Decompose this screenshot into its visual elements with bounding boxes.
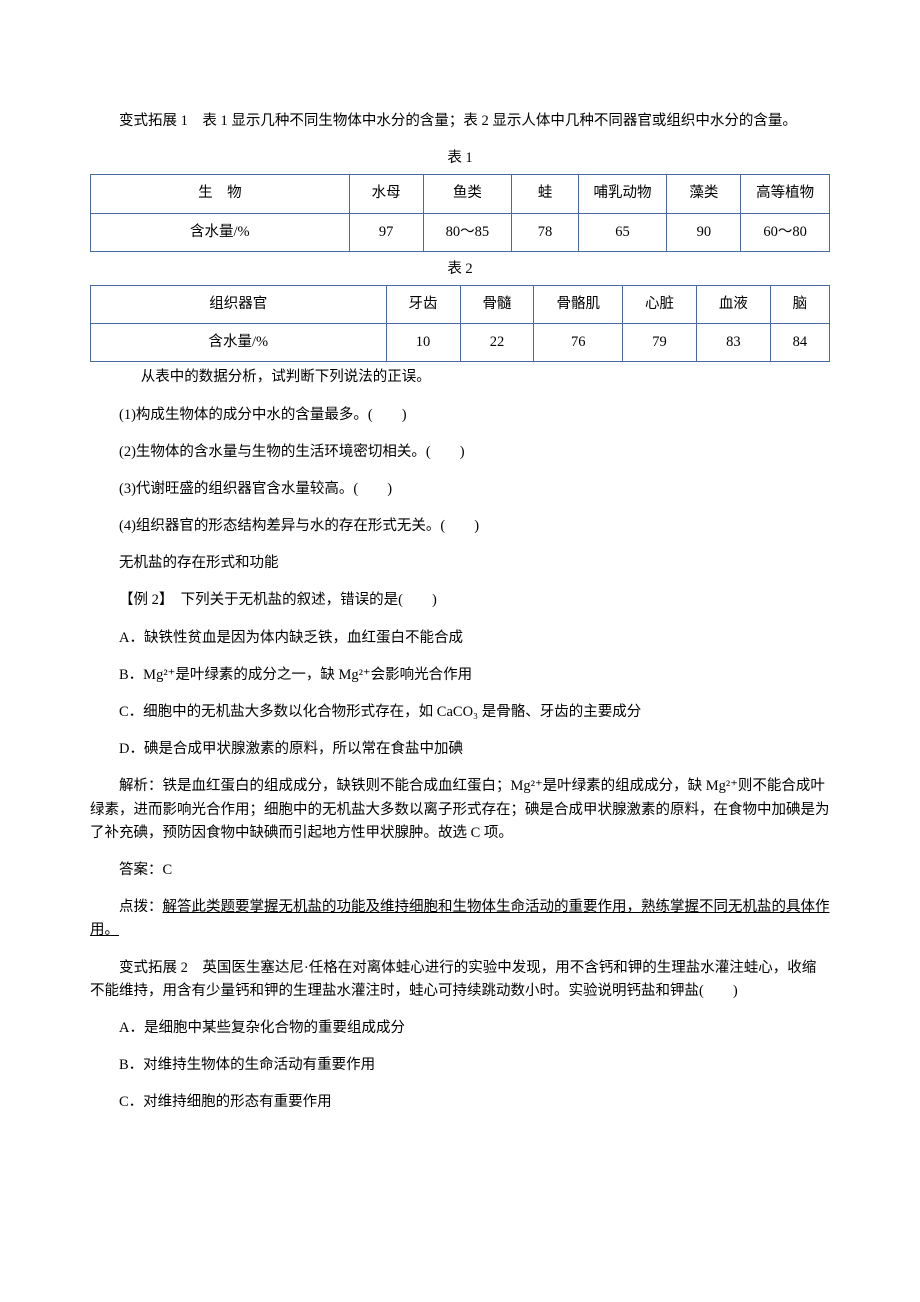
ex2-tip-prefix: 点拨： [119, 899, 163, 915]
ex2-option-c: C．细胞中的无机盐大多数以化合物形式存在，如 CaCO₃ 是骨骼、牙齿的主要成分 [90, 701, 830, 724]
analysis-lead: 从表中的数据分析，试判断下列说法的正误。 [90, 366, 830, 389]
table2-val-5: 84 [770, 324, 829, 362]
table2-val-0: 10 [386, 324, 460, 362]
ex2-option-a: A．缺铁性贫血是因为体内缺乏铁，血红蛋白不能合成 [90, 627, 830, 650]
section2-title: 无机盐的存在形式和功能 [90, 552, 830, 575]
var2-stem: 变式拓展 2 英国医生塞达尼·任格在对离体蛙心进行的实验中发现，用不含钙和钾的生… [90, 957, 830, 1003]
table2-caption: 表 2 [90, 258, 830, 281]
table1-header-2: 鱼类 [423, 175, 512, 213]
ex2-tip: 点拨：解答此类题要掌握无机盐的功能及维持细胞和生物体生命活动的重要作用，熟练掌握… [90, 896, 830, 942]
table1-val-5: 60～80 [741, 213, 830, 251]
var2-option-c: C．对维持细胞的形态有重要作用 [90, 1091, 830, 1114]
table2-header-6: 脑 [770, 285, 829, 323]
table2-rowlabel: 含水量/% [91, 324, 387, 362]
table-row: 含水量/% 97 80～85 78 65 90 60～80 [91, 213, 830, 251]
table1-header-6: 高等植物 [741, 175, 830, 213]
ex2-answer: 答案：C [90, 859, 830, 882]
ex2-explanation: 解析：铁是血红蛋白的组成成分，缺铁则不能合成血红蛋白；Mg²⁺是叶绿素的组成成分… [90, 775, 830, 845]
table1-rowlabel: 含水量/% [91, 213, 350, 251]
table1-water-organisms: 生 物 水母 鱼类 蛙 哺乳动物 藻类 高等植物 含水量/% 97 80～85 … [90, 174, 830, 251]
table1-val-1: 80～85 [423, 213, 512, 251]
table2-header-0: 组织器官 [91, 285, 387, 323]
table1-val-2: 78 [512, 213, 579, 251]
table2-header-4: 心脏 [623, 285, 697, 323]
ex2-tip-body: 解答此类题要掌握无机盐的功能及维持细胞和生物体生命活动的重要作用，熟练掌握不同无… [90, 899, 830, 938]
table1-header-4: 哺乳动物 [578, 175, 667, 213]
table2-val-4: 83 [696, 324, 770, 362]
table2-header-1: 牙齿 [386, 285, 460, 323]
q1-statement-2: (2)生物体的含水量与生物的生活环境密切相关。( ) [90, 441, 830, 464]
table1-header-5: 藻类 [667, 175, 741, 213]
table2-water-organs: 组织器官 牙齿 骨髓 骨骼肌 心脏 血液 脑 含水量/% 10 22 76 79… [90, 285, 830, 362]
table2-val-2: 76 [534, 324, 623, 362]
table1-val-0: 97 [349, 213, 423, 251]
table-row: 组织器官 牙齿 骨髓 骨骼肌 心脏 血液 脑 [91, 285, 830, 323]
table-row: 含水量/% 10 22 76 79 83 84 [91, 324, 830, 362]
ex2-stem: 【例 2】 下列关于无机盐的叙述，错误的是( ) [90, 589, 830, 612]
table2-val-3: 79 [623, 324, 697, 362]
q1-statement-4: (4)组织器官的形态结构差异与水的存在形式无关。( ) [90, 515, 830, 538]
table1-header-1: 水母 [349, 175, 423, 213]
table2-header-3: 骨骼肌 [534, 285, 623, 323]
table1-header-3: 蛙 [512, 175, 579, 213]
table2-val-1: 22 [460, 324, 534, 362]
table1-val-4: 90 [667, 213, 741, 251]
q1-statement-3: (3)代谢旺盛的组织器官含水量较高。( ) [90, 478, 830, 501]
var2-option-b: B．对维持生物体的生命活动有重要作用 [90, 1054, 830, 1077]
table1-val-3: 65 [578, 213, 667, 251]
table1-header-0: 生 物 [91, 175, 350, 213]
table2-header-2: 骨髓 [460, 285, 534, 323]
intro-paragraph: 变式拓展 1 表 1 显示几种不同生物体中水分的含量；表 2 显示人体中几种不同… [90, 110, 830, 133]
document-page: 变式拓展 1 表 1 显示几种不同生物体中水分的含量；表 2 显示人体中几种不同… [0, 0, 920, 1188]
var2-option-a: A．是细胞中某些复杂化合物的重要组成成分 [90, 1017, 830, 1040]
table-row: 生 物 水母 鱼类 蛙 哺乳动物 藻类 高等植物 [91, 175, 830, 213]
table2-header-5: 血液 [696, 285, 770, 323]
ex2-option-b: B．Mg²⁺是叶绿素的成分之一，缺 Mg²⁺会影响光合作用 [90, 664, 830, 687]
q1-statement-1: (1)构成生物体的成分中水的含量最多。( ) [90, 404, 830, 427]
table1-caption: 表 1 [90, 147, 830, 170]
ex2-option-d: D．碘是合成甲状腺激素的原料，所以常在食盐中加碘 [90, 738, 830, 761]
